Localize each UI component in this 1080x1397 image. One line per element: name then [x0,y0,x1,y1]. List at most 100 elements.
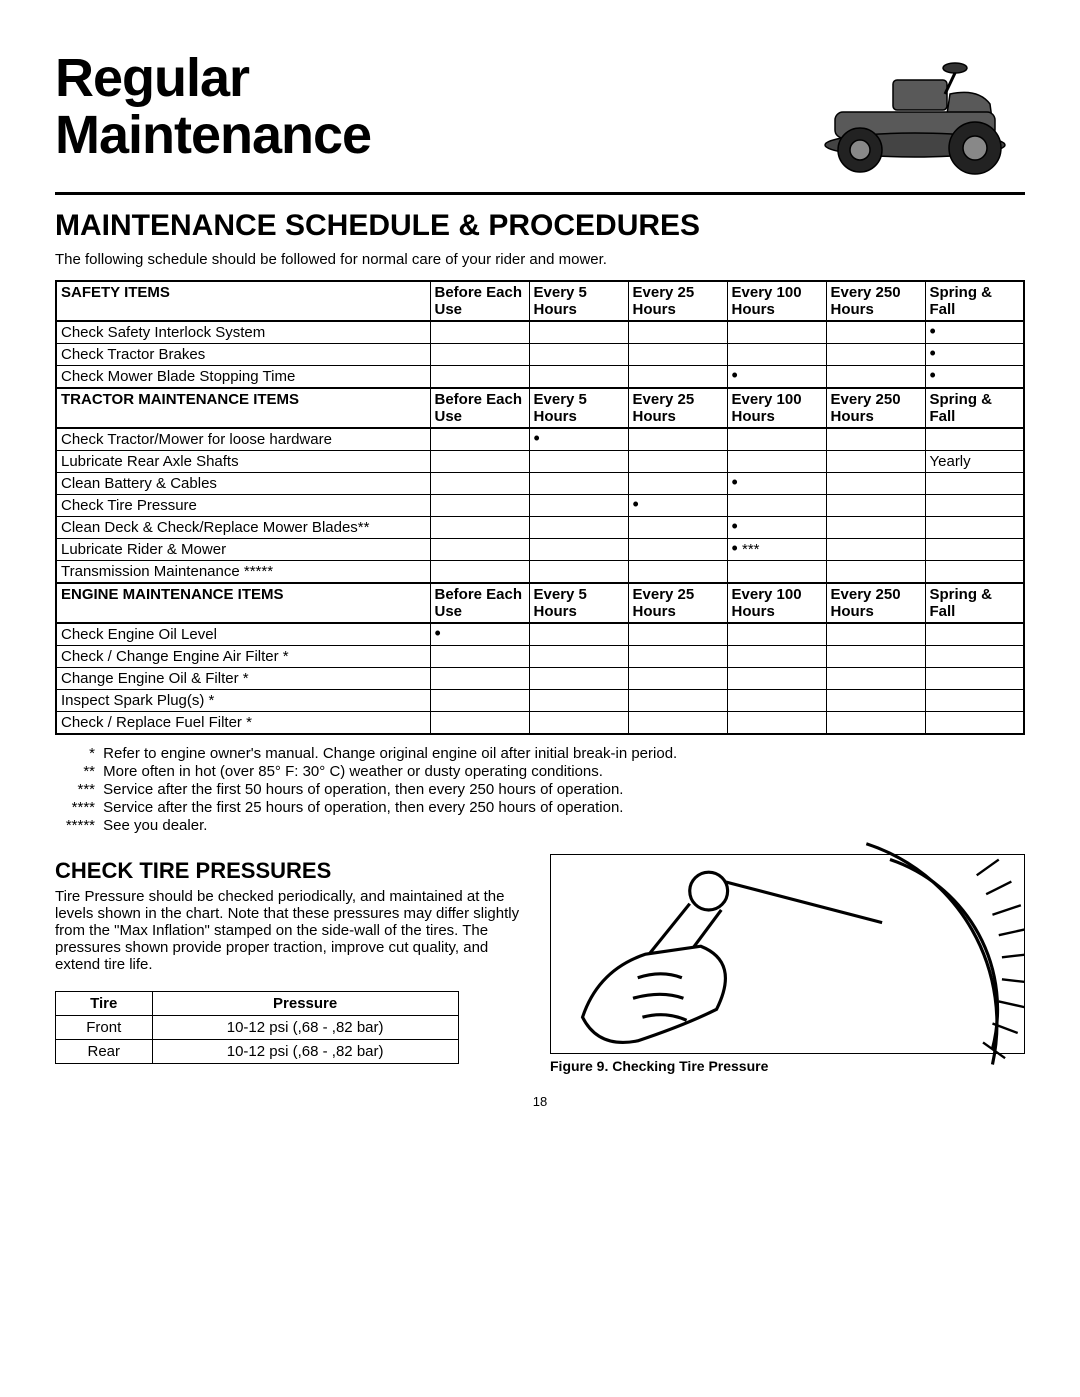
intro-text: The following schedule should be followe… [55,251,1025,268]
interval-cell [925,473,1024,495]
maintenance-item: Inspect Spark Plug(s) * [56,690,430,712]
tire-section-heading: CHECK TIRE PRESSURES [55,858,530,884]
interval-cell: Yearly [925,451,1024,473]
interval-header: Every 5 Hours [529,281,628,321]
maintenance-item: Lubricate Rear Axle Shafts [56,451,430,473]
interval-cell [430,539,529,561]
interval-cell [727,321,826,344]
interval-cell [727,451,826,473]
interval-cell [529,623,628,646]
interval-cell [430,366,529,389]
interval-header: Every 100 Hours [727,388,826,428]
interval-cell [727,623,826,646]
interval-cell [529,321,628,344]
interval-cell [430,690,529,712]
footnote: **** Service after the first 25 hours of… [55,799,1025,816]
interval-cell [430,561,529,584]
tire-check-icon [551,828,1024,1080]
interval-cell [529,451,628,473]
interval-cell [727,690,826,712]
interval-header: Every 250 Hours [826,388,925,428]
interval-header: Spring & Fall [925,583,1024,623]
interval-header: Before Each Use [430,281,529,321]
maintenance-item: Check Engine Oil Level [56,623,430,646]
footnote: ** More often in hot (over 85° F: 30° C)… [55,763,1025,780]
interval-cell [826,517,925,539]
maintenance-item: Clean Battery & Cables [56,473,430,495]
tire-table-cell: 10-12 psi (,68 - ,82 bar) [152,1016,458,1040]
riding-mower-icon [805,50,1025,184]
interval-cell [430,428,529,451]
interval-cell [925,561,1024,584]
maintenance-item: Change Engine Oil & Filter * [56,668,430,690]
maintenance-item: Lubricate Rider & Mower [56,539,430,561]
interval-cell [826,646,925,668]
interval-cell [430,321,529,344]
footnote: * Refer to engine owner's manual. Change… [55,745,1025,762]
interval-cell [529,366,628,389]
maintenance-item: Transmission Maintenance ***** [56,561,430,584]
interval-header: Every 100 Hours [727,281,826,321]
interval-cell: • [925,366,1024,389]
interval-header: Spring & Fall [925,281,1024,321]
interval-cell [628,321,727,344]
interval-cell [628,451,727,473]
interval-cell [430,668,529,690]
interval-cell [430,646,529,668]
footnote: *** Service after the first 50 hours of … [55,781,1025,798]
interval-cell [628,473,727,495]
interval-cell [529,690,628,712]
interval-cell [529,344,628,366]
maintenance-item: Check Tire Pressure [56,495,430,517]
interval-cell [727,712,826,735]
maintenance-item: Check Tractor Brakes [56,344,430,366]
tire-table-cell: Front [56,1016,153,1040]
interval-cell: • [727,366,826,389]
interval-cell [727,428,826,451]
interval-cell [727,646,826,668]
tire-section-text: Tire Pressure should be checked periodic… [55,888,530,973]
interval-cell [628,646,727,668]
interval-cell [826,561,925,584]
interval-cell [826,623,925,646]
interval-cell: • *** [727,539,826,561]
interval-cell [430,517,529,539]
interval-header: Every 5 Hours [529,388,628,428]
interval-cell [529,712,628,735]
interval-cell [430,495,529,517]
tire-table-header: Pressure [152,992,458,1016]
interval-header: Every 250 Hours [826,583,925,623]
interval-cell [628,561,727,584]
interval-cell [826,321,925,344]
interval-cell: • [925,344,1024,366]
interval-cell [529,646,628,668]
interval-cell [628,344,727,366]
interval-cell: • [628,495,727,517]
interval-cell: • [430,623,529,646]
section-heading: MAINTENANCE SCHEDULE & PROCEDURES [55,209,1025,243]
interval-cell [925,623,1024,646]
maintenance-item: Check Safety Interlock System [56,321,430,344]
interval-cell [925,668,1024,690]
interval-cell [529,473,628,495]
maintenance-item: Check / Replace Fuel Filter * [56,712,430,735]
interval-cell [925,428,1024,451]
interval-cell [925,517,1024,539]
maintenance-item: Check Mower Blade Stopping Time [56,366,430,389]
interval-header: Before Each Use [430,388,529,428]
page-number: 18 [55,1094,1025,1109]
interval-cell [628,366,727,389]
interval-cell [826,344,925,366]
interval-cell [826,451,925,473]
group-header: TRACTOR MAINTENANCE ITEMS [56,388,430,428]
figure-box [550,854,1025,1054]
tire-table-cell: Rear [56,1040,153,1064]
interval-cell [826,495,925,517]
interval-cell [430,473,529,495]
interval-cell: • [727,473,826,495]
maintenance-item: Check Tractor/Mower for loose hardware [56,428,430,451]
interval-cell [430,344,529,366]
group-header: ENGINE MAINTENANCE ITEMS [56,583,430,623]
title-line-2: Maintenance [55,105,371,165]
interval-cell [430,451,529,473]
